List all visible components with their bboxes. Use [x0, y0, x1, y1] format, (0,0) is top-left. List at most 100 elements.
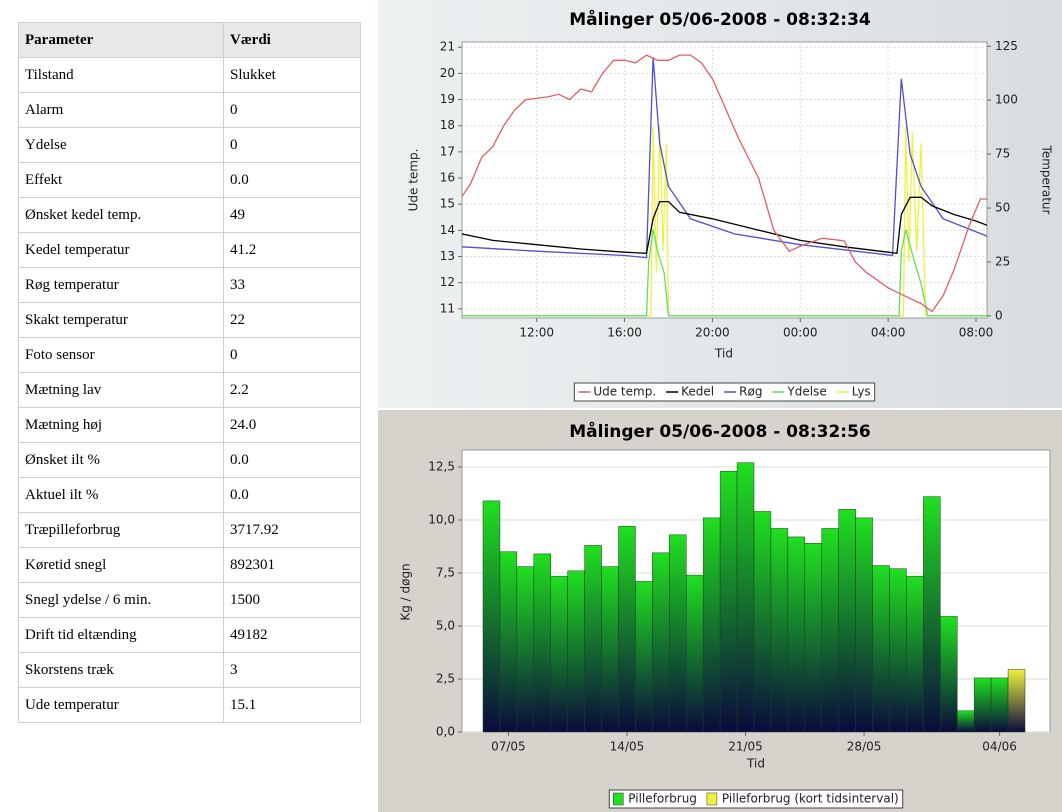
x-tick-label: 14/05: [610, 740, 645, 754]
x-tick-label: 16:00: [607, 326, 642, 340]
y-tick-label: 17: [440, 144, 455, 158]
x-tick-label: 08:00: [959, 326, 994, 340]
y-tick-label: 5,0: [436, 618, 455, 632]
cell: Tilstand: [18, 57, 224, 93]
cell: 49182: [223, 617, 361, 653]
bar: [787, 536, 806, 733]
bar: [550, 575, 568, 733]
cell: Ønsket ilt %: [18, 442, 224, 478]
cell: Køretid snegl: [18, 547, 224, 583]
bar: [990, 677, 1009, 733]
bar: [652, 552, 670, 733]
bar: [533, 553, 551, 733]
cell: 49: [223, 197, 361, 233]
bar: [719, 470, 738, 733]
row: Skakt temperatur 22: [18, 302, 361, 338]
y-tick-label: 11: [440, 301, 455, 315]
x-tick-label: 28/05: [847, 740, 882, 754]
cell: Mætning lav: [18, 372, 224, 408]
legend-label: Pilleforbrug (kort tidsinterval): [722, 792, 899, 806]
y-tick-label: 18: [440, 118, 455, 132]
bar: [584, 545, 602, 733]
cell: 15.1: [223, 687, 361, 723]
cell: 0.0: [223, 442, 361, 478]
row: Køretid snegl 892301: [18, 547, 361, 583]
cell: Skakt temperatur: [18, 302, 224, 338]
y-tick-label: 2,5: [436, 671, 455, 685]
bar: [516, 566, 535, 733]
cell: 24.0: [223, 407, 361, 443]
series-line: [462, 196, 987, 255]
cell: 0: [223, 92, 361, 128]
legend-label: Pilleforbrug: [628, 792, 697, 806]
y2-tick-label: 75: [995, 147, 1010, 161]
bar: [770, 528, 789, 733]
series-group: [462, 54, 987, 317]
row: Ude temperatur 15.1: [18, 687, 361, 723]
cell: 1500: [223, 582, 361, 618]
cell: Træpilleforbrug: [18, 512, 224, 548]
bar: [669, 534, 687, 733]
bar: [567, 570, 585, 733]
cell: 0: [223, 337, 361, 373]
bar: [601, 566, 619, 733]
x-tick-label: 00:00: [783, 326, 818, 340]
cell: Ude temperatur: [18, 687, 224, 723]
row: Aktuel ilt % 0.0: [18, 477, 361, 513]
chart-title: Målinger 05/06-2008 - 08:32:56: [569, 420, 871, 442]
bar: [838, 509, 856, 733]
bar: [804, 543, 822, 733]
x-axis-label: Tid: [746, 757, 765, 771]
cell: Ønsket kedel temp.: [18, 197, 224, 233]
bar: [889, 568, 907, 733]
y2-tick-label: 125: [995, 39, 1018, 53]
cell: 33: [223, 267, 361, 303]
y-tick-label: 19: [440, 92, 455, 106]
bar: [686, 574, 704, 733]
cell: Aktuel ilt %: [18, 477, 224, 513]
cell: Kedel temperatur: [18, 232, 224, 268]
chart-title: Målinger 05/06-2008 - 08:32:34: [569, 8, 871, 30]
row: Ydelse 0: [18, 127, 361, 163]
legend-label: Røg: [739, 385, 762, 399]
row: Effekt 0.0: [18, 162, 361, 198]
header-cell: Parameter: [18, 22, 224, 58]
bar: [482, 500, 501, 733]
bar: [821, 528, 839, 733]
row: Ønsket kedel temp. 49: [18, 197, 361, 233]
header-cell: Værdi: [223, 22, 361, 58]
legend-label: Kedel: [681, 385, 714, 399]
legend-swatch: [613, 792, 624, 806]
x-axis-label: Tid: [714, 347, 733, 361]
cell: Drift tid eltænding: [18, 617, 224, 653]
legend-box: [608, 789, 904, 809]
row: Mætning lav 2.2: [18, 372, 361, 408]
y-tick-label: 16: [440, 171, 455, 185]
bar: [1007, 669, 1026, 733]
bar: [906, 575, 924, 733]
y2-tick-label: 50: [995, 201, 1010, 215]
row: Snegl ydelse / 6 min. 1500: [18, 582, 361, 618]
cell: 0.0: [223, 162, 361, 198]
row: Røg temperatur 33: [18, 267, 361, 303]
cell: 2.2: [223, 372, 361, 408]
y-tick-label: 21: [440, 40, 455, 54]
cell: 892301: [223, 547, 361, 583]
bar: [736, 462, 755, 733]
x-tick-label: 20:00: [695, 326, 730, 340]
cell: 22: [223, 302, 361, 338]
y-tick-label: 10,0: [428, 512, 455, 526]
legend-label: Ydelse: [786, 385, 826, 399]
y-tick-label: 15: [440, 197, 455, 211]
cell: Snegl ydelse / 6 min.: [18, 582, 224, 618]
y-tick-label: 20: [440, 66, 455, 80]
bar: [940, 616, 958, 733]
bar: [499, 551, 518, 733]
x-tick-label: 04/06: [982, 740, 1017, 754]
row: Kedel temperatur 41.2: [18, 232, 361, 268]
cell: Mætning høj: [18, 407, 224, 443]
cell: Effekt: [18, 162, 224, 198]
row: Mætning høj 24.0: [18, 407, 361, 443]
y2-axis-label: Temperatur: [1040, 145, 1054, 215]
